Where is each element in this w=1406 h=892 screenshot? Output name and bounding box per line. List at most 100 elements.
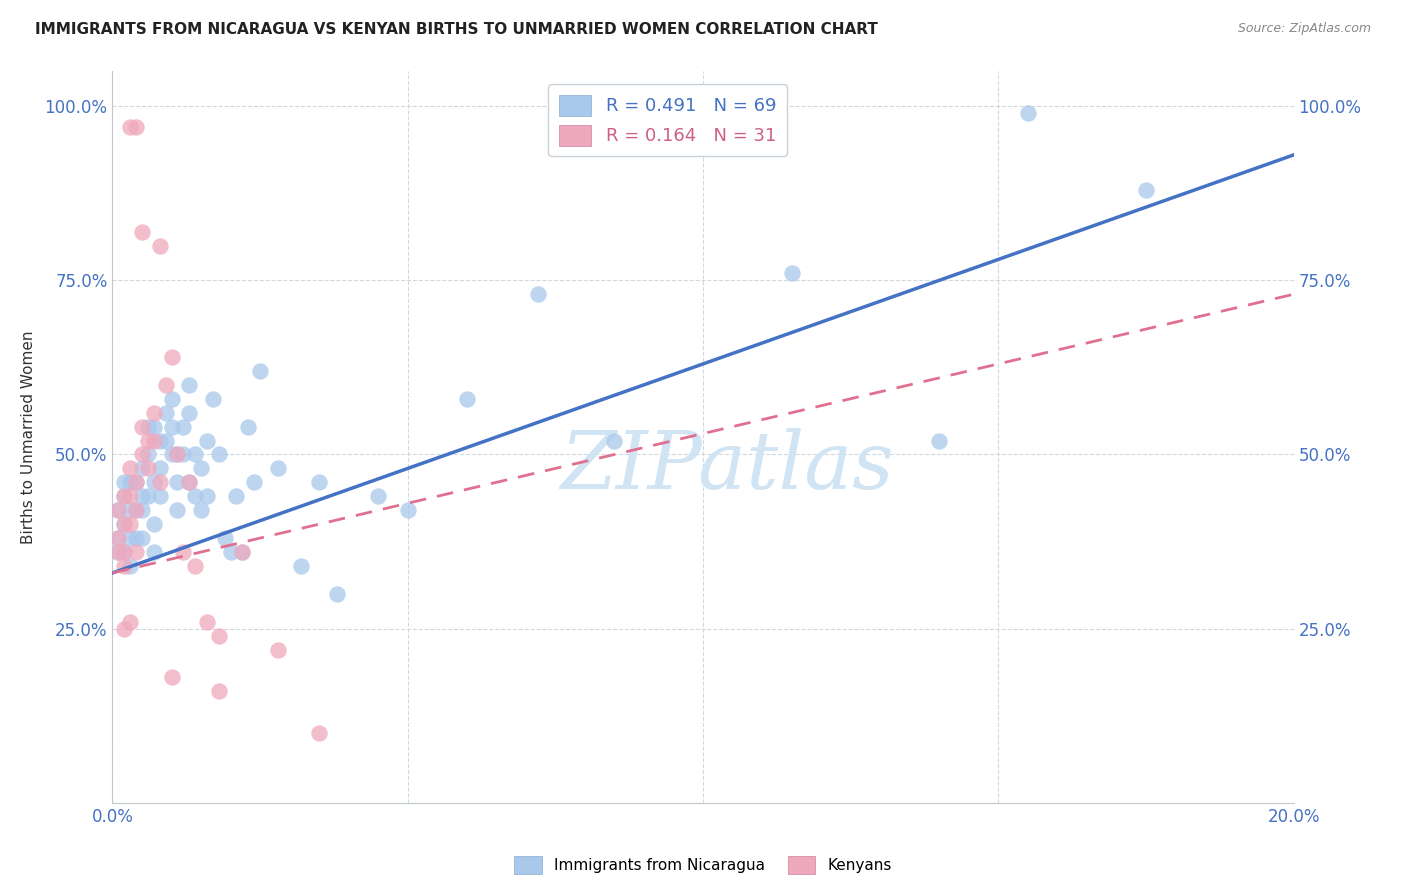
Point [160,350,183,364]
Point [125,475,148,490]
Text: Source: ZipAtlas.com: Source: ZipAtlas.com [1237,22,1371,36]
Point [125,503,148,517]
Point [131,503,153,517]
Point [112,489,135,503]
Point [149,475,172,490]
Point [195,489,218,503]
Point [142,434,165,448]
Point [142,517,165,532]
Point [149,489,172,503]
Point [190,461,212,475]
Point [120,475,142,490]
Y-axis label: Births to Unmarried Women: Births to Unmarried Women [21,330,37,544]
Point [603,434,626,448]
Point [308,726,330,740]
Point [120,120,142,134]
Point [120,517,142,532]
Point [184,489,207,503]
Point [160,392,183,406]
Point [326,587,349,601]
Point [367,489,389,503]
Point [131,489,153,503]
Point [231,545,253,559]
Point [120,461,142,475]
Point [112,558,135,573]
Point [160,419,183,434]
Point [125,475,148,490]
Point [267,642,290,657]
Point [231,545,253,559]
Point [308,475,330,490]
Point [112,517,135,532]
Point [120,489,142,503]
Point [208,629,231,643]
Point [928,434,950,448]
Point [155,406,177,420]
Point [249,364,271,378]
Point [243,475,266,490]
Point [166,448,188,462]
Point [120,503,142,517]
Point [112,517,135,532]
Point [179,377,201,392]
Point [179,475,201,490]
Point [107,531,129,545]
Point [125,545,148,559]
Point [201,392,224,406]
Point [112,545,135,559]
Point [219,545,242,559]
Point [172,419,194,434]
Point [131,461,153,475]
Point [142,406,165,420]
Point [131,419,153,434]
Text: IMMIGRANTS FROM NICARAGUA VS KENYAN BIRTHS TO UNMARRIED WOMEN CORRELATION CHART: IMMIGRANTS FROM NICARAGUA VS KENYAN BIRT… [35,22,877,37]
Point [155,377,177,392]
Point [107,531,129,545]
Point [396,503,419,517]
Point [149,461,172,475]
Point [107,545,129,559]
Point [290,558,312,573]
Legend: R = 0.491   N = 69, R = 0.164   N = 31: R = 0.491 N = 69, R = 0.164 N = 31 [548,84,787,156]
Point [526,287,548,301]
Point [112,622,135,636]
Point [160,448,183,462]
Legend: Immigrants from Nicaragua, Kenyans: Immigrants from Nicaragua, Kenyans [508,850,898,880]
Point [208,684,231,698]
Point [149,434,172,448]
Point [780,266,803,280]
Point [142,545,165,559]
Point [142,475,165,490]
Point [107,545,129,559]
Point [195,615,218,629]
Point [155,434,177,448]
Point [136,489,159,503]
Point [149,238,172,252]
Point [136,461,159,475]
Point [107,503,129,517]
Point [172,545,194,559]
Point [1017,106,1039,120]
Point [166,503,188,517]
Point [160,670,183,684]
Point [142,419,165,434]
Point [125,503,148,517]
Point [125,120,148,134]
Point [225,489,247,503]
Point [456,392,478,406]
Point [179,406,201,420]
Point [131,531,153,545]
Point [120,558,142,573]
Point [267,461,290,475]
Point [136,419,159,434]
Point [208,448,231,462]
Point [136,434,159,448]
Point [120,531,142,545]
Point [195,434,218,448]
Point [166,475,188,490]
Point [112,489,135,503]
Point [107,503,129,517]
Point [214,531,236,545]
Point [120,615,142,629]
Point [166,448,188,462]
